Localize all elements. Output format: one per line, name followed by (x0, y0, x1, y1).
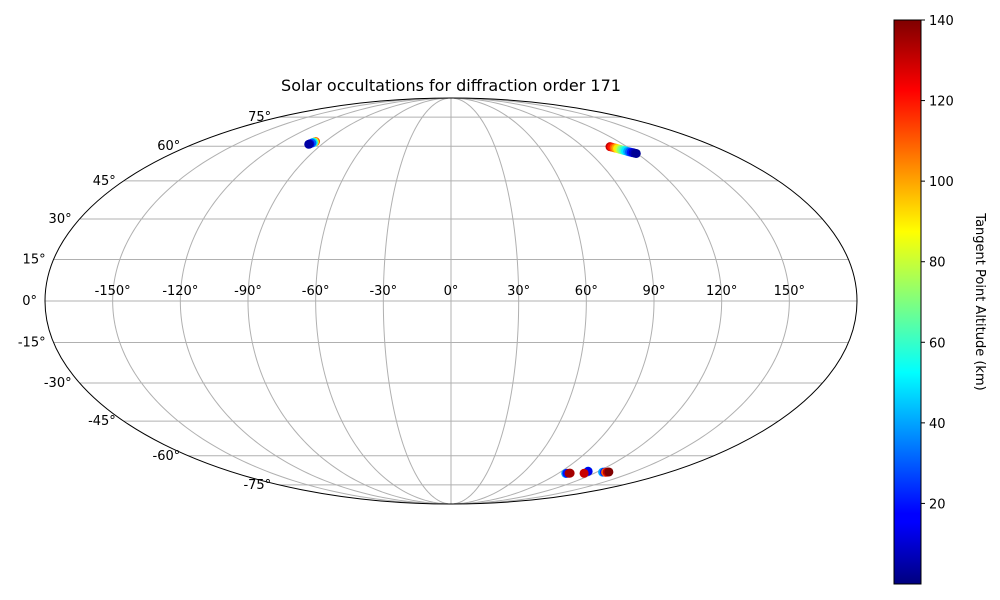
meridian-gridline (247, 97, 442, 505)
longitude-tick-labels: -150° -120° -90° -60° -30° 0° 30° 60° 90° 120° 150… (95, 284, 805, 299)
colorbar-tick-label: 120 (929, 95, 954, 110)
meridian-gridline (179, 97, 439, 505)
occultation-point (565, 468, 575, 478)
longitude-tick-label: 90° (642, 284, 665, 299)
colorbar-tick-label: 40 (929, 417, 946, 432)
latitude-tick-label: -45° (88, 414, 116, 429)
colorbar-tick-label: 100 (929, 175, 954, 190)
longitude-tick-label: 60° (575, 284, 598, 299)
meridian-gridline (460, 97, 655, 505)
latitude-tick-label: 0° (22, 294, 37, 309)
latitude-tick-label: -15° (18, 336, 46, 351)
longitude-tick-label: -150° (95, 284, 131, 299)
longitude-tick-label: 120° (706, 284, 737, 299)
colorbar: 20 40 60 80 100 120 140 Tangent Point Altitude… (893, 14, 987, 585)
longitude-tick-label: -30° (369, 284, 397, 299)
meridian-gridline (382, 97, 449, 505)
longitude-tick-label: 0° (444, 284, 459, 299)
colorbar-tick-label: 140 (929, 14, 954, 29)
meridian-gridline (466, 97, 790, 505)
occultation-point (304, 139, 314, 149)
latitude-tick-label: 60° (157, 139, 180, 154)
latitude-tick-labels: -75° -60° -45° -30° -15° 0° 15° 30° 45° 60° 75° (18, 110, 271, 493)
latitude-tick-label: 30° (49, 212, 72, 227)
occultation-point (604, 467, 614, 477)
latitude-tick-label: 75° (248, 110, 271, 125)
gridlines (45, 97, 857, 505)
longitude-tick-label: -120° (162, 284, 198, 299)
longitude-tick-label: 150° (774, 284, 805, 299)
meridian-gridline (112, 97, 436, 505)
meridian-gridline (315, 97, 445, 505)
latitude-tick-label: -60° (153, 449, 181, 464)
longitude-tick-label: -90° (234, 284, 262, 299)
colorbar-label: Tangent Point Altitude (km) (972, 212, 987, 390)
chart-title: Solar occultations for diffraction order… (281, 76, 621, 95)
longitude-tick-label: 30° (507, 284, 530, 299)
occultation-point (631, 148, 641, 158)
latitude-tick-label: -75° (243, 478, 271, 493)
data-points (304, 137, 641, 478)
colorbar-tick-label: 60 (929, 336, 946, 351)
colorbar-ticks: 20 40 60 80 100 120 140 (921, 14, 954, 512)
occultation-point (579, 468, 589, 478)
meridian-gridline (457, 97, 587, 505)
latitude-tick-label: 15° (23, 252, 46, 267)
colorbar-gradient (893, 19, 922, 585)
map-outline (44, 97, 858, 505)
meridian-gridline (453, 97, 520, 505)
colorbar-tick-label: 20 (929, 497, 946, 512)
colorbar-tick-label: 80 (929, 256, 946, 271)
latitude-tick-label: 45° (93, 174, 116, 189)
mollweide-map: -150° -120° -90° -60° -30° 0° 30° 60° 90° 120° 150… (18, 97, 858, 505)
latitude-tick-label: -30° (44, 376, 72, 391)
longitude-tick-label: -60° (302, 284, 330, 299)
